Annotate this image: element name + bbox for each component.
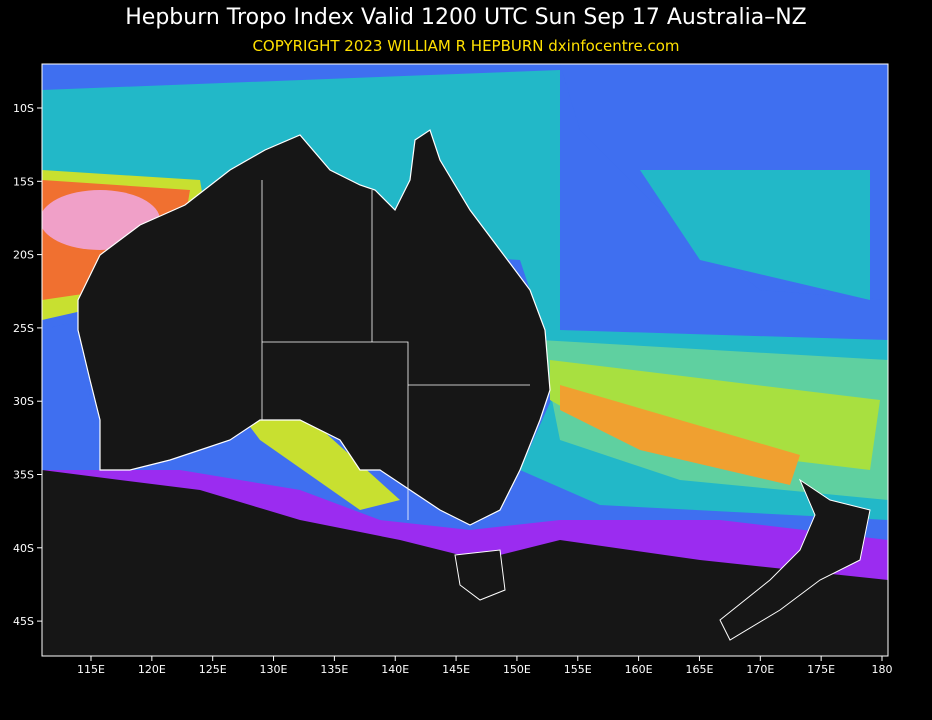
title: Hepburn Tropo Index Valid 1200 UTC Sun S… [125, 5, 806, 30]
tasmania [454, 549, 506, 601]
y-tick-label: 20S [13, 249, 34, 262]
x-tick-label: 130E [260, 663, 288, 676]
x-tick-label: 155E [564, 663, 592, 676]
x-tick-label: 120E [138, 663, 166, 676]
y-tick-label: 35S [13, 469, 34, 482]
x-tick-label: 170E [746, 663, 774, 676]
y-tick-label: 10S [13, 102, 34, 115]
map-area [42, 64, 888, 656]
y-tick-label: 40S [13, 542, 34, 555]
x-tick-label: 160E [625, 663, 653, 676]
x-tick-label: 145E [442, 663, 470, 676]
x-tick-label: 140E [381, 663, 409, 676]
x-tick-label: 175E [807, 663, 835, 676]
y-tick-label: 30S [13, 395, 34, 408]
subtitle: COPYRIGHT 2023 WILLIAM R HEPBURN dxinfoc… [252, 37, 679, 55]
field-lime [550, 360, 880, 470]
x-tick-label: 165E [685, 663, 713, 676]
field-orange [560, 385, 800, 485]
y-tick-label: 25S [13, 322, 34, 335]
x-tick-label: 150E [503, 663, 531, 676]
field-west-coast [42, 320, 100, 470]
border-sa [262, 341, 409, 520]
x-tick-label: 115E [77, 663, 105, 676]
new-zealand [719, 478, 871, 641]
y-tick-label: 45S [13, 615, 34, 628]
australia [77, 129, 551, 526]
x-tick-label: 180 [872, 663, 893, 676]
axis-ticks: 115E 120E 125E 130E 135E 140E 145E 150E 155E 160E… [13, 102, 892, 676]
map-frame [41, 63, 889, 657]
field-bight [230, 400, 400, 510]
x-tick-label: 135E [320, 663, 348, 676]
x-tick-label: 125E [199, 663, 227, 676]
field-cyan-ne [640, 170, 870, 300]
y-tick-label: 15S [13, 175, 34, 188]
